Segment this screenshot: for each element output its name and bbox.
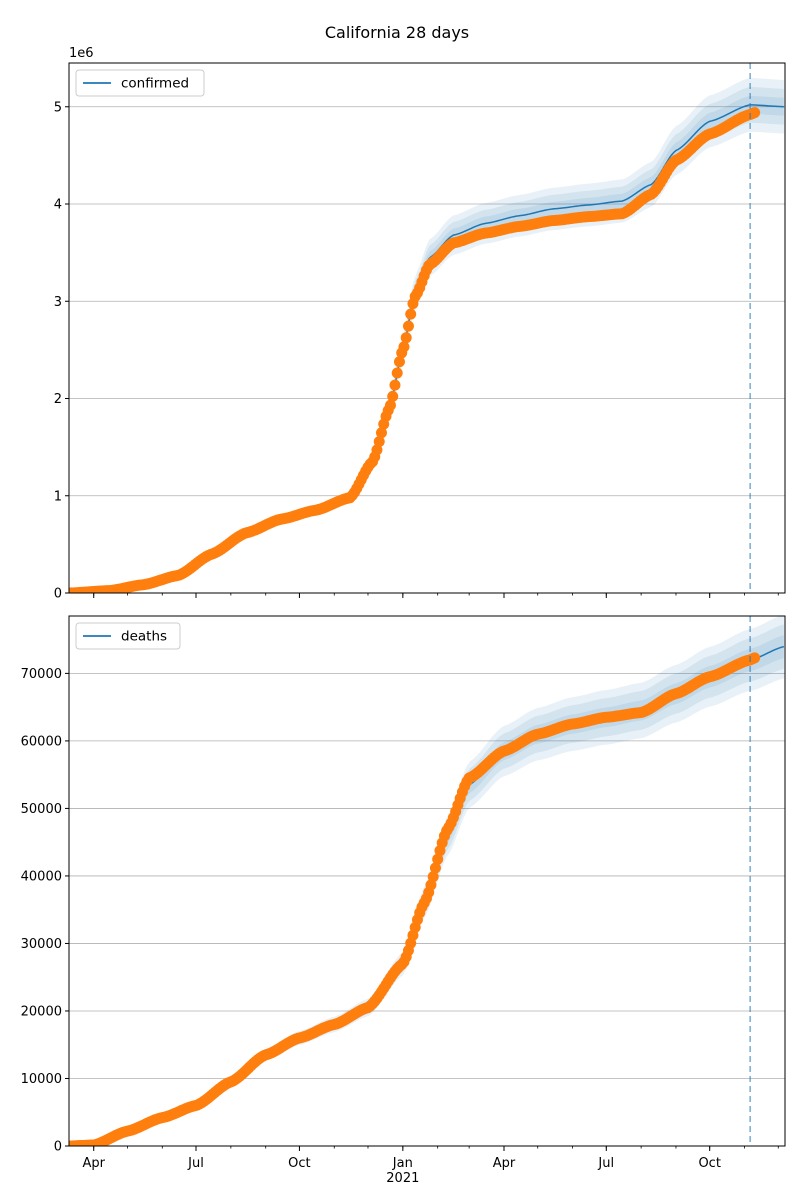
x-tick-label: 2021 <box>386 1171 419 1186</box>
observed-point <box>393 356 405 368</box>
observed-point <box>373 436 385 448</box>
observed-point <box>427 871 439 883</box>
legend-box <box>75 69 205 97</box>
legend-label: confirmed <box>121 76 189 92</box>
y-tick-label: 4 <box>54 198 62 213</box>
y-tick-label: 50000 <box>21 802 62 817</box>
x-tick-label: Apr <box>82 1156 105 1171</box>
observed-point <box>432 853 444 865</box>
y-tick-label: 70000 <box>21 667 62 682</box>
confirmed-panel: 0 1 2 3 4 5 1e6 confirmed <box>54 46 786 602</box>
y-tick-label: 1 <box>54 489 62 504</box>
figure-title: California 28 days <box>325 23 469 42</box>
observed-markers <box>69 652 761 1146</box>
plot-area <box>69 77 784 593</box>
x-tick-label: Jul <box>597 1156 614 1171</box>
y-tick-label: 0 <box>54 1140 62 1155</box>
observed-point <box>425 879 437 891</box>
x-tick-label: Jan <box>392 1156 413 1171</box>
y-tick-label: 3 <box>54 295 62 310</box>
plot-area <box>69 616 785 1146</box>
observed-point <box>400 332 412 344</box>
observed-point <box>375 427 387 439</box>
y-tick-label: 0 <box>54 587 62 602</box>
x-tick-label: Apr <box>493 1156 516 1171</box>
observed-point <box>402 320 414 332</box>
observed-markers <box>69 107 761 593</box>
y-offset-label: 1e6 <box>69 46 94 61</box>
y-tick-label: 40000 <box>21 869 62 884</box>
observed-point <box>749 652 761 664</box>
y-tick-label: 60000 <box>21 734 62 749</box>
y-tick-label: 30000 <box>21 937 62 952</box>
legend-box <box>75 622 181 650</box>
observed-point <box>387 390 399 402</box>
legend-label: deaths <box>121 629 167 645</box>
x-tick-label: Jul <box>187 1156 204 1171</box>
y-tick-label: 2 <box>54 392 62 407</box>
observed-point <box>398 341 410 353</box>
axes-frame <box>68 615 786 1147</box>
legend: confirmed <box>75 69 205 97</box>
x-tick-label: Oct <box>288 1156 310 1171</box>
confidence-band-0 <box>69 616 784 1146</box>
observed-point <box>749 107 761 119</box>
observed-point <box>389 379 401 391</box>
x-tick-label: Oct <box>698 1156 720 1171</box>
confidence-band-2 <box>69 635 784 1146</box>
observed-point <box>391 367 403 379</box>
observed-point <box>371 444 383 456</box>
y-tick-label: 10000 <box>21 1072 62 1087</box>
observed-point <box>384 399 396 411</box>
y-tick-label: 5 <box>54 100 62 115</box>
deaths-panel: 0 10000 20000 30000 40000 50000 60000 70000 Apr J… <box>21 615 786 1186</box>
legend: deaths <box>75 622 181 650</box>
confidence-band-0 <box>69 77 784 593</box>
observed-point <box>405 308 417 320</box>
observed-point <box>429 862 441 874</box>
y-tick-label: 20000 <box>21 1004 62 1019</box>
axes-frame <box>68 62 786 594</box>
